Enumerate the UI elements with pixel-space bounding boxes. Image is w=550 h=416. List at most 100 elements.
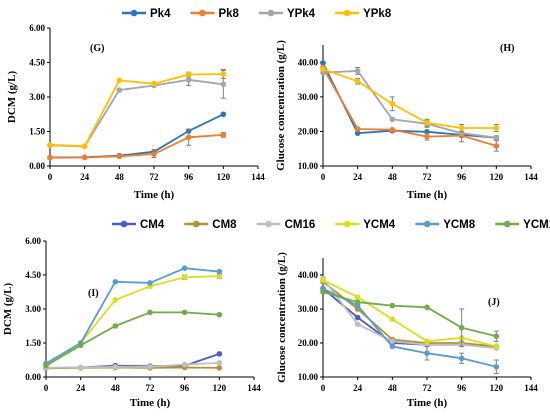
x-axis-label: Time (h) [134,189,175,201]
y-tick-label: 4.50 [25,270,41,280]
data-point [216,268,223,275]
data-point [43,362,49,369]
y-tick-label: 30.00 [298,304,319,314]
series-line [49,134,224,159]
data-point [220,111,227,118]
x-tick-label: 120 [217,172,231,182]
data-point [389,338,396,345]
legend-marker [120,220,128,228]
data-point [354,130,361,136]
y-tick-label: 6.00 [29,23,45,33]
data-point [354,78,361,85]
panel-g: 0 24 48 72 96 120 144 0.00 1.50 3.00 4.50 6.00 Time … [6,23,265,201]
x-tick-label: 24 [353,172,363,182]
legend-label: YCM8 [443,219,476,231]
data-point [424,350,430,357]
legend-label: YPk8 [363,8,392,20]
x-tick-label: 48 [388,172,398,182]
series-line [45,267,220,365]
legend-marker [503,220,511,228]
x-axis-label: Time (h) [130,397,171,409]
data-point [216,273,223,279]
data-point [424,119,430,126]
data-point [389,316,396,323]
y-axis-label: DCM (g/L) [2,283,14,336]
x-tick-label: 0 [321,383,326,393]
y-tick-label: 40.00 [298,270,319,280]
x-tick-label: 96 [457,383,467,393]
x-tick-label: 96 [184,172,194,182]
x-tick-label: 120 [490,172,504,182]
legend-label: CM16 [285,219,316,231]
y-tick-label: 6.00 [25,236,41,246]
x-tick-label: 144 [247,383,261,393]
data-point [354,299,361,306]
data-point [493,134,500,141]
legend-entry-ycm4: YCM4 [335,219,396,231]
legend-1: Pk4 Pk8 YPk4 YPk8 [122,8,392,20]
legend-label: YPk4 [287,8,316,20]
data-point [320,66,326,72]
data-point [47,154,53,161]
data-point [320,289,326,295]
data-point [220,132,227,138]
legend-entry-ypk8: YPk8 [335,8,392,20]
y-axis-label: Glucose concentration (g/L) [275,40,287,171]
x-tick-label: 48 [111,383,121,393]
data-point [424,133,430,140]
panel-i: 0 24 48 72 96 120 144 0.00 1.50 3.00 4.50 6.00 Time … [2,236,261,409]
x-tick-label: 120 [490,383,504,393]
data-point [389,343,396,350]
x-tick-label: 96 [180,383,190,393]
legend-entry-ycm8: YCM8 [415,219,476,231]
series-line [322,287,497,348]
x-tick-label: 144 [524,172,538,182]
x-tick-label: 24 [80,172,90,182]
series-ypk8 [320,66,500,132]
data-point [116,77,123,84]
x-tick-label: 0 [44,383,49,393]
data-point [389,100,396,107]
data-point [216,365,223,371]
data-point [185,71,192,78]
series-line [322,281,497,348]
data-point [116,87,123,93]
y-tick-label: 3.00 [25,304,41,314]
data-point [458,324,465,331]
data-point [216,351,223,357]
legend-entry-ycm16: YCM16 [495,219,550,231]
legend-label: Pk8 [218,8,239,20]
series-line [322,67,497,147]
data-point [389,302,396,309]
series-cm8 [320,279,500,350]
data-point [216,311,223,318]
y-tick-label: 0.00 [29,161,45,171]
x-tick-label: 120 [213,383,227,393]
data-point [147,280,153,286]
data-point [354,126,361,132]
data-point [81,154,88,161]
legend-2: CM4 CM8 CM16 YCM4 YCM8 YCM16 [112,219,550,231]
series-line [45,353,220,369]
series-pk8 [320,64,500,152]
data-point [389,126,396,133]
legend-label: CM4 [140,219,165,231]
panel-label: (G) [90,43,104,54]
data-point [320,277,326,283]
data-point [389,116,396,123]
y-tick-label: 10.00 [298,161,319,171]
x-tick-label: 72 [423,172,433,182]
data-point [116,153,123,160]
legend-marker [199,9,206,17]
legend-marker [343,220,351,228]
data-point [147,364,153,370]
x-tick-label: 72 [423,383,433,393]
legend-marker [267,9,275,17]
x-tick-label: 144 [524,383,538,393]
x-tick-label: 144 [251,172,265,182]
data-point [112,279,119,285]
legend-entry-pk4: Pk4 [122,8,171,20]
data-point [77,342,84,349]
panel-h: 0 24 48 72 96 120 144 10.00 20.00 30.00 40.00 Time … [275,40,538,201]
